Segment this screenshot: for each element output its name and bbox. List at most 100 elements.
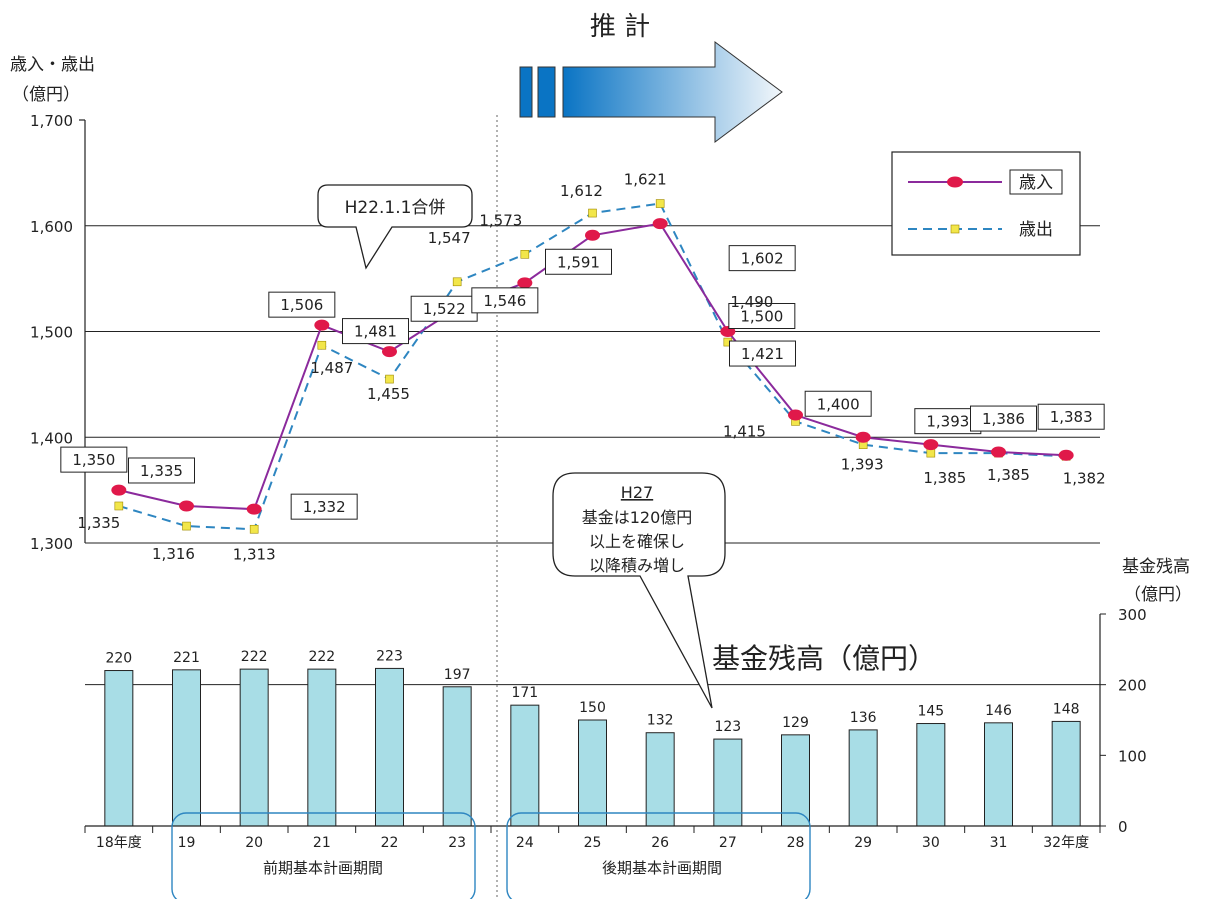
- expenditure-point: [520, 250, 530, 259]
- revenue-value-label: 1,506: [280, 296, 323, 314]
- revenue-point: [788, 409, 803, 421]
- revenue-label-box: [290, 493, 358, 520]
- expenditure-point: [317, 340, 327, 350]
- fund-bar-label: 197: [444, 667, 471, 683]
- fund-bar: [239, 668, 269, 827]
- merge-callout: H22.1.1合併: [317, 184, 473, 270]
- expenditure-value-label: 1,415: [723, 422, 766, 440]
- legend-revenue-label: 歳入: [1019, 173, 1053, 193]
- expenditure-point: [249, 524, 259, 534]
- left-tick-label: 1,700: [30, 112, 73, 130]
- fund-callout-line-1: 基金は120億円: [582, 508, 693, 527]
- period-brackets: 前期基本計画期間 後期基本計画期間: [171, 812, 811, 899]
- fund-bar: [510, 704, 540, 827]
- right-axis-unit: （億円）: [1124, 585, 1192, 605]
- revenue-label-box: [342, 318, 409, 345]
- expenditure-value-label: 1,612: [560, 182, 603, 200]
- legend-expenditure-marker: [950, 224, 960, 234]
- x-tick-label: 31: [990, 835, 1008, 851]
- fund-bar-label: 222: [241, 649, 268, 665]
- fund-bar-label: 145: [917, 704, 944, 720]
- revenue-label-box: [128, 457, 195, 484]
- revenue-label-box: [1037, 403, 1105, 430]
- right-axis-label: 基金残高: [1122, 557, 1190, 577]
- expenditure-value-label: 1,382: [1063, 469, 1106, 487]
- fund-bar-label: 132: [647, 713, 674, 729]
- expenditure-point: [385, 374, 394, 384]
- fund-callout: H27 基金は120億円 以上を確保し 以降積み増し: [552, 472, 726, 709]
- period-late-label: 後期基本計画期間: [602, 859, 722, 877]
- left-axis-unit: （億円）: [12, 85, 80, 105]
- revenue-point: [111, 484, 127, 496]
- x-tick-label: 30: [922, 835, 940, 851]
- gridlines: [85, 225, 1100, 686]
- expenditure-point: [114, 501, 124, 511]
- fund-bar: [916, 723, 946, 827]
- fund-bar-label: 148: [1053, 701, 1080, 717]
- expenditure-value-label: 1,385: [923, 469, 966, 487]
- fund-callout-title: H27: [621, 483, 653, 502]
- expenditure-point: [926, 448, 936, 458]
- fund-bar-label: 220: [105, 651, 132, 667]
- revenue-point: [517, 277, 533, 289]
- period-early-label: 前期基本計画期間: [263, 859, 383, 877]
- fund-bar-label: 136: [850, 710, 877, 726]
- right-tick-label: 200: [1118, 677, 1147, 695]
- x-tick-label: 23: [448, 835, 466, 851]
- fund-bar: [307, 668, 337, 827]
- revenue-point: [991, 446, 1006, 458]
- fund-bar: [578, 719, 607, 827]
- fund-bar: [1051, 720, 1081, 827]
- fund-bar: [104, 670, 134, 827]
- expenditure-point: [452, 277, 462, 287]
- period-early: [171, 812, 476, 899]
- x-tick-label: 18年度: [96, 835, 142, 851]
- x-tick-label: 21: [313, 835, 331, 851]
- revenue-value-label: 1,383: [1050, 408, 1093, 426]
- revenue-label-box: [471, 287, 539, 314]
- x-tick-label: 32年度: [1043, 835, 1089, 851]
- revenue-value-label: 1,481: [354, 323, 397, 341]
- expenditure-value-label: 1,313: [233, 545, 276, 563]
- revenue-value-label: 1,421: [741, 345, 784, 363]
- revenue-label-box: [410, 295, 478, 322]
- x-tick-label: 29: [854, 835, 872, 851]
- revenue-label-box: [728, 245, 796, 272]
- x-tick-label: 19: [178, 835, 196, 851]
- fund-bar-label: 146: [985, 703, 1012, 719]
- fund-callout-line-2: 以上を確保し: [589, 532, 685, 551]
- fund-bar: [984, 722, 1013, 827]
- expenditure-value-label: 1,573: [479, 211, 522, 229]
- revenue-label-box: [729, 340, 796, 367]
- revenue-label-box: [60, 446, 128, 473]
- revenue-label-box: [268, 291, 336, 318]
- fund-bar-label: 222: [308, 649, 335, 665]
- fund-bar-label: 171: [511, 685, 538, 701]
- revenue-value-label: 1,500: [740, 308, 783, 326]
- right-tick-label: 0: [1118, 818, 1128, 836]
- expenditure-point: [182, 521, 191, 531]
- fund-bar-label: 150: [579, 700, 606, 716]
- fund-bar: [375, 667, 404, 827]
- projection-label: 推 計: [590, 12, 650, 42]
- x-tick-label: 25: [584, 835, 602, 851]
- revenue-value-label: 1,400: [817, 395, 860, 413]
- fund-bar: [848, 729, 878, 827]
- projection-arrow: [519, 41, 783, 143]
- revenue-label-box: [804, 390, 872, 417]
- fund-bar-label: 221: [173, 650, 200, 666]
- x-tick-label: 28: [787, 835, 805, 851]
- fund-title: 基金残高（億円）: [712, 642, 936, 675]
- expenditure-value-label: 1,487: [310, 359, 353, 377]
- period-late: [506, 812, 811, 899]
- revenue-value-label: 1,522: [423, 300, 466, 318]
- fund-bar: [713, 738, 743, 827]
- x-tick-label: 27: [719, 835, 737, 851]
- expenditure-point: [588, 208, 597, 218]
- axes: 1,300 1,400 1,500 1,600 1,700 0 100 200 300 18年度 1…: [30, 112, 1147, 851]
- left-axis-label: 歳入・歳出: [10, 55, 95, 75]
- expenditure-value-label: 1,335: [77, 514, 120, 532]
- revenue-value-label: 1,602: [741, 250, 784, 268]
- expenditure-value-label: 1,455: [367, 385, 410, 403]
- fund-bar: [172, 669, 201, 827]
